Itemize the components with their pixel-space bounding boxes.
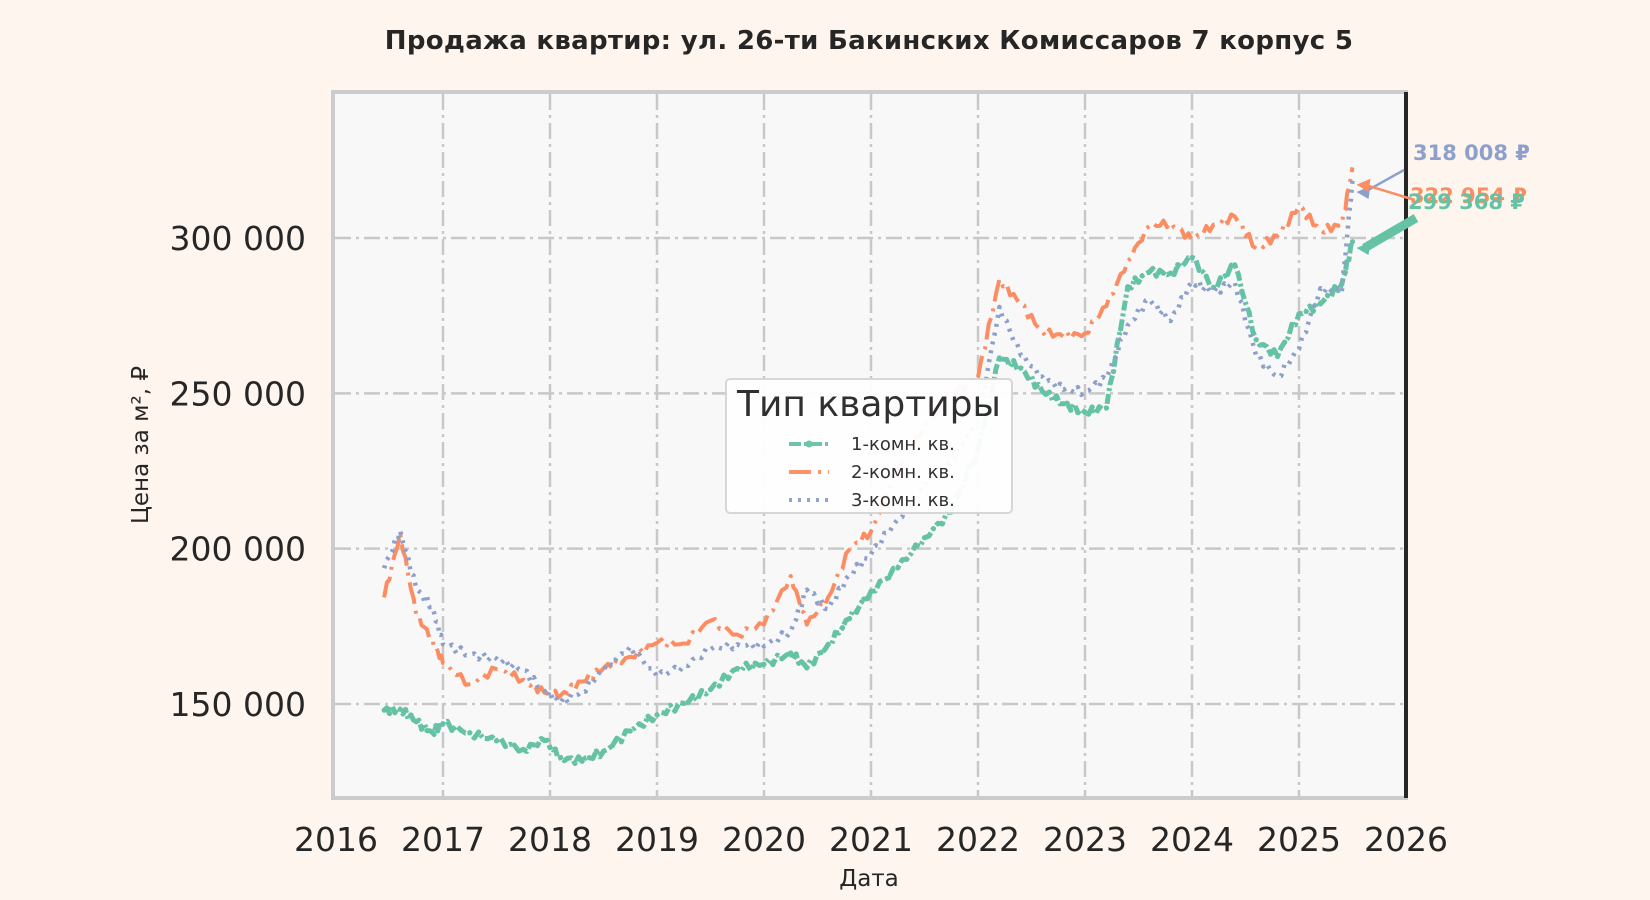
x-tick-label: 2016 — [294, 820, 378, 859]
end-value-label: 318 008 ₽ — [1413, 141, 1530, 165]
arrow-head-icon — [1356, 241, 1371, 255]
annotation-arrow — [1363, 168, 1405, 194]
x-tick-labels: 2016 2017 2018 2019 2020 2021 2022 2023 2024 2025… — [294, 820, 1448, 859]
legend-swatch-1room-icon — [789, 440, 829, 448]
y-tick-label: 250 000 — [170, 374, 306, 413]
legend-item-3room: 3-комн. кв. — [789, 487, 955, 513]
annotation-arrow — [1362, 214, 1419, 252]
x-axis-label: Дата — [839, 866, 899, 892]
y-tick-label: 150 000 — [170, 685, 306, 724]
end-value-label: 322 954 ₽ — [1410, 184, 1527, 208]
arrow-head-icon — [1356, 178, 1371, 192]
y-tick-labels: 150 000 200 000 250 000 300 000 — [170, 219, 306, 724]
x-tick-label: 2022 — [936, 820, 1020, 859]
x-tick-label: 2026 — [1364, 820, 1448, 859]
end-value-label: 299 368 ₽ — [1408, 190, 1525, 214]
x-tick-label: 2025 — [1257, 820, 1341, 859]
y-tick-label: 300 000 — [170, 219, 306, 258]
series-line-2room — [382, 167, 1355, 700]
legend: Тип квартиры 1-комн. кв. 2-комн. кв. 3-к… — [725, 378, 1013, 514]
legend-item-2room: 2-комн. кв. — [789, 459, 955, 485]
x-tick-label: 2017 — [401, 820, 485, 859]
x-tick-label: 2019 — [615, 820, 699, 859]
x-tick-label: 2024 — [1150, 820, 1234, 859]
y-tick-label: 200 000 — [170, 530, 306, 569]
legend-swatch-3room-icon — [789, 498, 829, 502]
legend-item-1room: 1-комн. кв. — [789, 431, 955, 457]
x-tick-label: 2020 — [722, 820, 806, 859]
x-tick-label: 2018 — [508, 820, 592, 859]
x-tick-label: 2023 — [1043, 820, 1127, 859]
end-value-annotations: 318 008 ₽ 322 954 ₽299 368 ₽ — [1356, 141, 1530, 255]
chart-title: Продажа квартир: ул. 26-ти Бакинских Ком… — [384, 26, 1354, 56]
annotation-arrow — [1364, 183, 1416, 202]
y-axis-label: Цена за м², ₽ — [128, 366, 154, 524]
legend-swatch-2room-icon — [789, 470, 829, 474]
x-tick-label: 2021 — [829, 820, 913, 859]
legend-title: Тип квартиры — [737, 384, 1001, 425]
